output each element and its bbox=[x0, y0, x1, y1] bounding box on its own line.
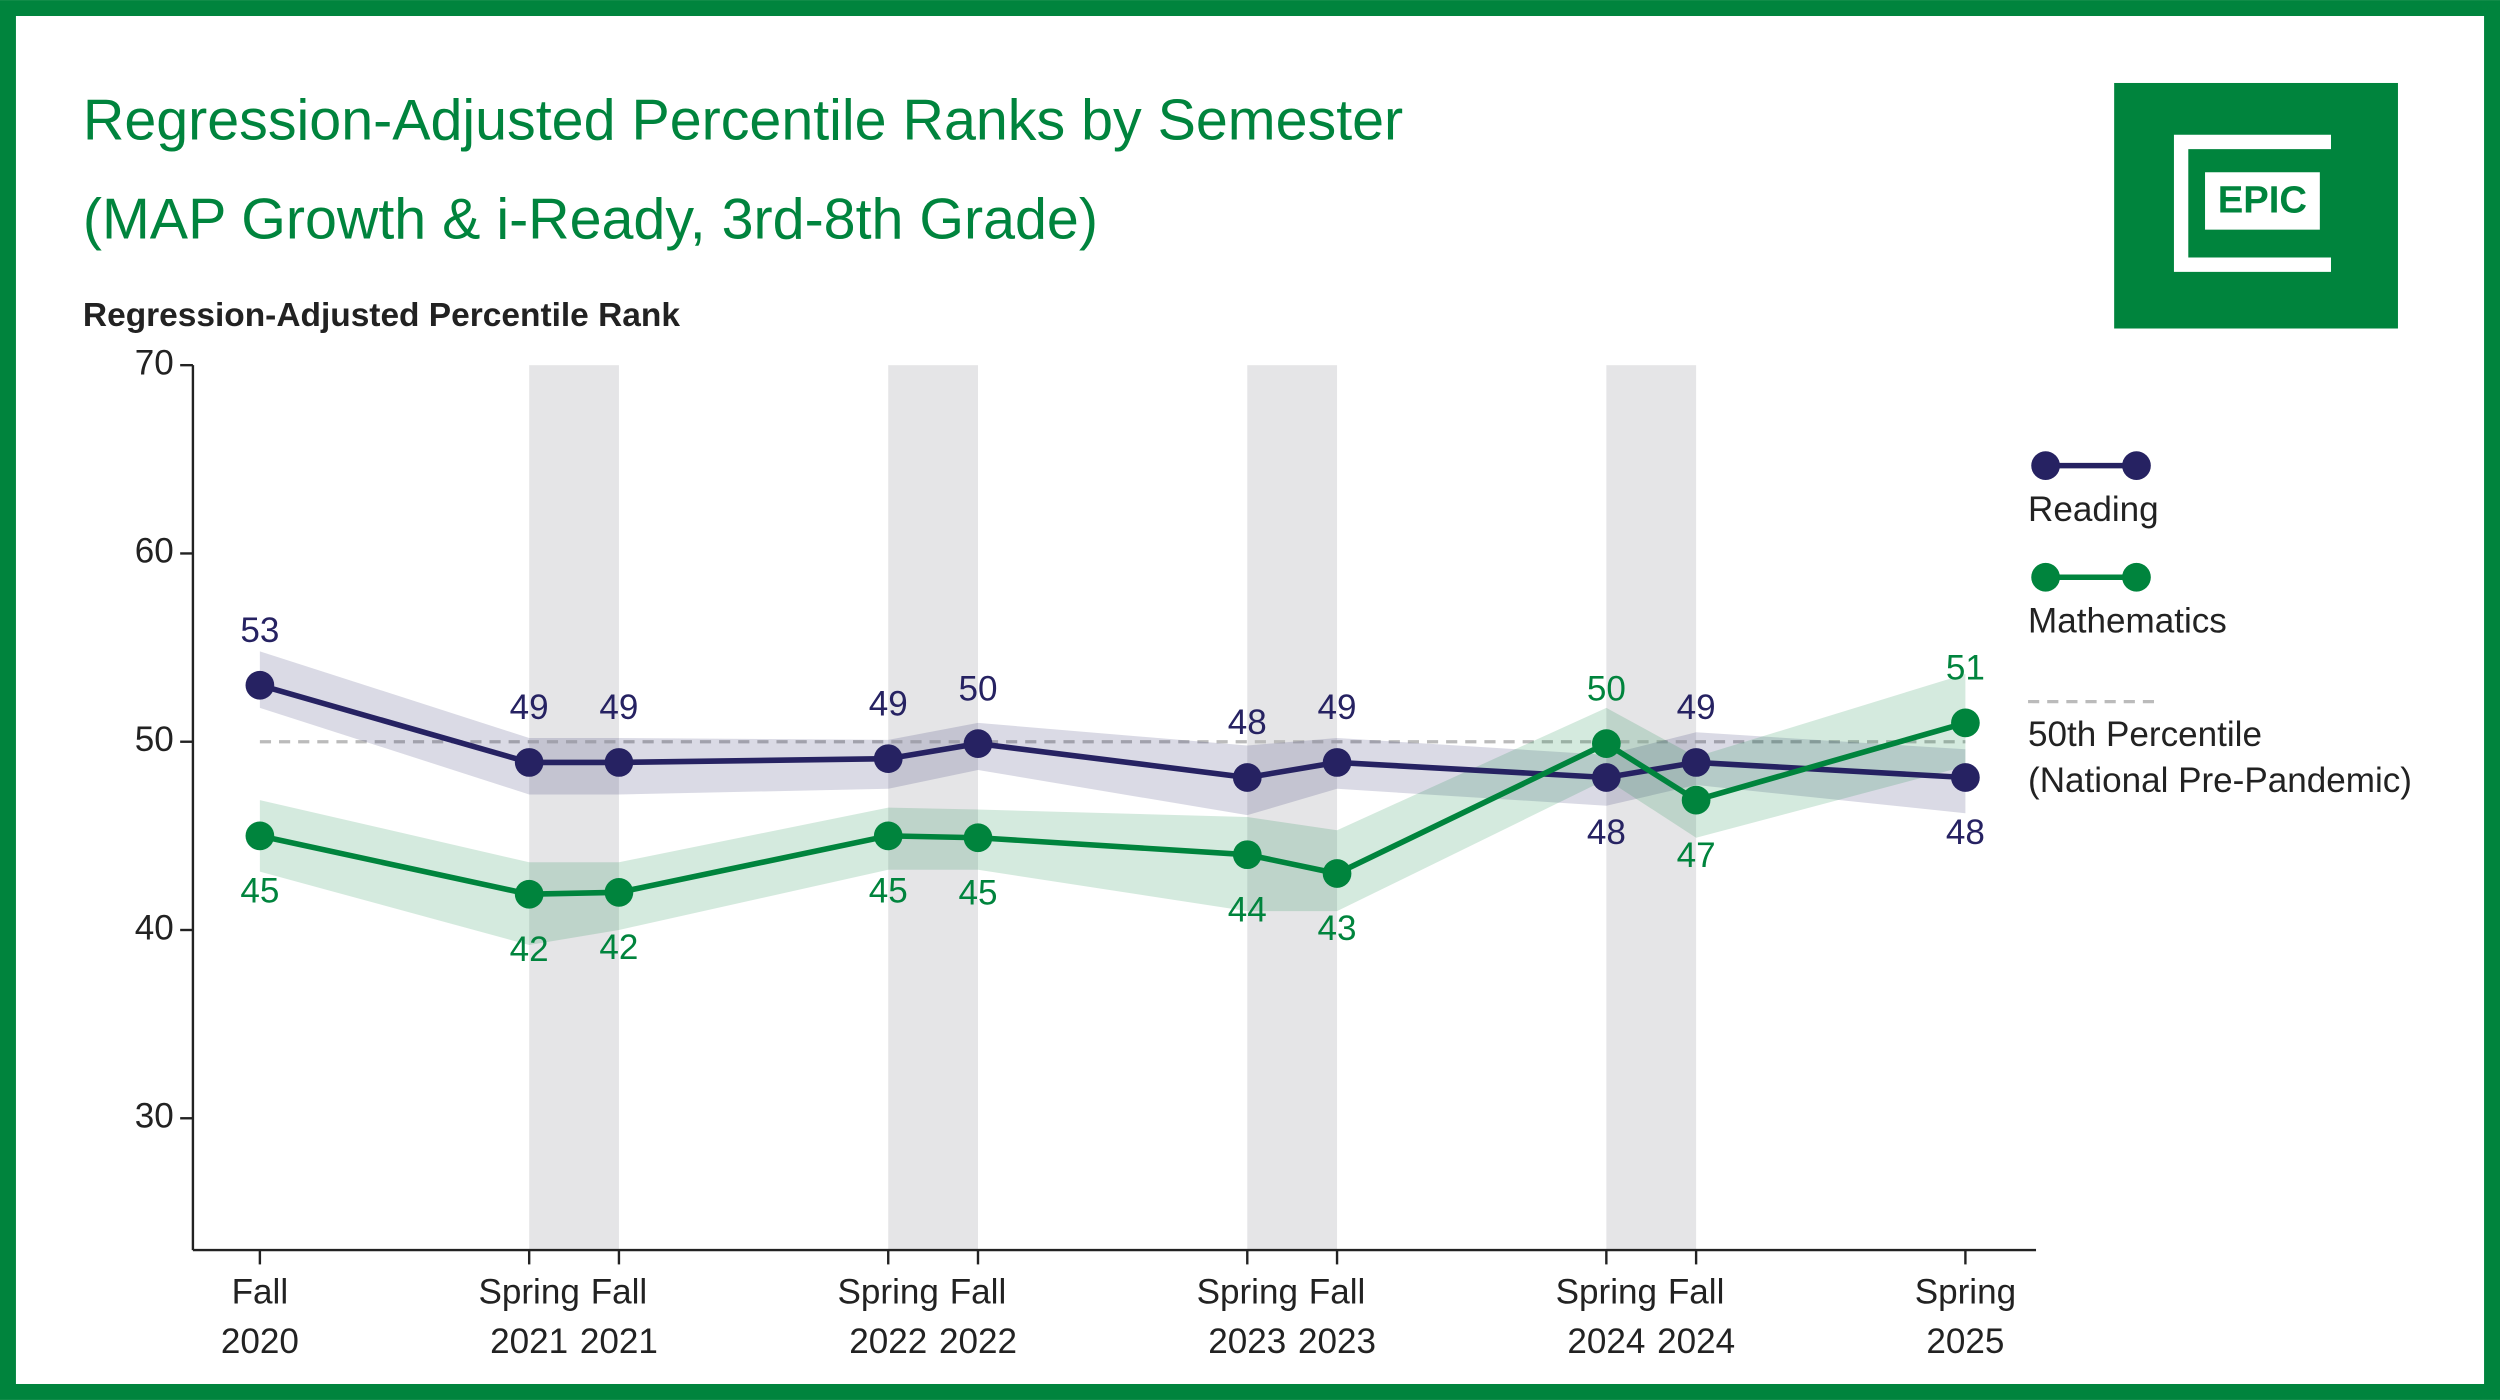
data-point bbox=[245, 670, 275, 700]
data-label: 43 bbox=[1318, 909, 1357, 948]
x-tick-label-line: 2021 bbox=[490, 1322, 568, 1361]
data-label: 44 bbox=[1228, 890, 1267, 929]
data-point bbox=[514, 748, 544, 777]
x-tick-label-line: Fall bbox=[591, 1273, 648, 1312]
x-tick-label: Spring 2022 bbox=[838, 1273, 939, 1361]
x-tick-label-line: 2024 bbox=[1567, 1322, 1645, 1361]
y-axis-title: Regression-Adjusted Percentile Rank bbox=[83, 297, 680, 334]
data-label: 53 bbox=[240, 611, 279, 650]
x-tick-label-line: 2020 bbox=[221, 1322, 299, 1361]
data-point bbox=[1681, 748, 1711, 777]
x-tick-label-line: Fall bbox=[950, 1273, 1007, 1312]
x-tick-label-line: 2023 bbox=[1208, 1322, 1286, 1361]
data-point bbox=[1591, 763, 1621, 792]
x-tick-label-line: Spring bbox=[1556, 1273, 1657, 1312]
chart-title: Regression-Adjusted Percentile Ranks by … bbox=[83, 89, 1403, 153]
data-label: 45 bbox=[240, 872, 279, 911]
data-label: 48 bbox=[1228, 703, 1267, 742]
x-tick-label: Fall 2024 bbox=[1657, 1273, 1735, 1361]
x-tick-label-line: Fall bbox=[1309, 1273, 1366, 1312]
data-label: 49 bbox=[1677, 688, 1716, 727]
x-tick-label: Spring 2021 bbox=[478, 1273, 579, 1361]
series-line bbox=[259, 720, 1967, 898]
data-label: 51 bbox=[1946, 649, 1985, 688]
x-tick-label-line: Spring bbox=[1197, 1273, 1298, 1312]
data-label: 48 bbox=[1946, 813, 1985, 852]
data-point bbox=[963, 823, 993, 853]
x-tick-label-line: Spring bbox=[838, 1273, 939, 1312]
legend-dot bbox=[2122, 451, 2151, 480]
data-label: 49 bbox=[510, 688, 549, 727]
data-point bbox=[1322, 748, 1352, 777]
legend-label: Mathematics bbox=[2028, 602, 2227, 641]
legend-label: 50th Percentile bbox=[2028, 715, 2262, 754]
data-point bbox=[604, 748, 634, 777]
data-point bbox=[1322, 859, 1352, 888]
y-tick-label: 60 bbox=[135, 532, 174, 571]
x-tick-label: Spring 2024 bbox=[1556, 1273, 1657, 1361]
x-tick-label: Spring 2025 bbox=[1915, 1273, 2016, 1361]
data-point bbox=[1591, 729, 1621, 758]
x-tick-label: Fall 2020 bbox=[221, 1273, 299, 1361]
data-label: 50 bbox=[1587, 669, 1626, 708]
data-point bbox=[873, 744, 903, 774]
y-tick-label: 70 bbox=[135, 343, 174, 382]
period-shade bbox=[529, 365, 619, 1251]
data-point bbox=[1681, 785, 1711, 815]
logo-plate bbox=[2205, 172, 2320, 230]
x-tick-label-line: Fall bbox=[232, 1273, 288, 1312]
x-tick-label: Fall 2023 bbox=[1298, 1273, 1376, 1361]
data-label: 49 bbox=[869, 684, 908, 723]
logo: EPIC bbox=[2114, 82, 2398, 329]
x-tick-label: Fall 2021 bbox=[580, 1273, 658, 1361]
x-tick-label-line: 2023 bbox=[1298, 1322, 1376, 1361]
chart-subtitle: (MAP Growth & i-Ready, 3rd-8th Grade) bbox=[83, 187, 1098, 251]
data-label: 49 bbox=[1318, 688, 1357, 727]
data-point bbox=[1951, 763, 1980, 792]
data-point bbox=[1232, 763, 1262, 792]
data-label: 49 bbox=[599, 688, 638, 727]
legend-label: (National Pre-Pandemic) bbox=[2028, 761, 2412, 800]
data-label: 42 bbox=[599, 928, 638, 967]
data-label: 50 bbox=[958, 669, 997, 708]
x-tick-label-line: Spring bbox=[478, 1273, 579, 1312]
legend-dot bbox=[2031, 562, 2060, 592]
legend-label: Reading bbox=[2028, 490, 2159, 529]
data-point bbox=[873, 821, 903, 851]
logo-text: EPIC bbox=[2218, 179, 2307, 222]
x-tick-label-line: Fall bbox=[1668, 1273, 1725, 1312]
data-label: 48 bbox=[1587, 813, 1626, 852]
period-shade bbox=[888, 365, 978, 1251]
legend-dot bbox=[2031, 451, 2060, 480]
x-tick-label-line: 2022 bbox=[849, 1322, 927, 1361]
x-tick-label: Fall 2022 bbox=[939, 1273, 1017, 1361]
data-label: 45 bbox=[869, 872, 908, 911]
logo-bracket bbox=[2173, 134, 2331, 272]
x-tick-label-line: Spring bbox=[1915, 1273, 2016, 1312]
y-tick-label: 40 bbox=[135, 908, 174, 947]
data-point bbox=[1232, 840, 1262, 870]
x-tick-label: Spring 2023 bbox=[1197, 1273, 1298, 1361]
x-tick-label-line: 2024 bbox=[1657, 1322, 1735, 1361]
y-tick-label: 30 bbox=[135, 1097, 174, 1136]
period-shade bbox=[1606, 365, 1697, 1251]
data-label: 42 bbox=[510, 930, 549, 969]
data-point bbox=[604, 877, 634, 907]
data-point bbox=[963, 729, 993, 758]
y-tick-label: 50 bbox=[135, 720, 174, 759]
x-tick-label-line: 2022 bbox=[939, 1322, 1017, 1361]
data-point bbox=[514, 879, 544, 909]
period-shade bbox=[1247, 365, 1338, 1251]
data-point bbox=[245, 821, 275, 851]
data-point bbox=[1951, 708, 1980, 738]
x-tick-label-line: 2021 bbox=[580, 1322, 658, 1361]
legend-dot bbox=[2122, 562, 2151, 592]
data-label: 47 bbox=[1677, 836, 1716, 875]
x-tick-label-line: 2025 bbox=[1926, 1322, 2004, 1361]
data-label: 45 bbox=[958, 873, 997, 912]
